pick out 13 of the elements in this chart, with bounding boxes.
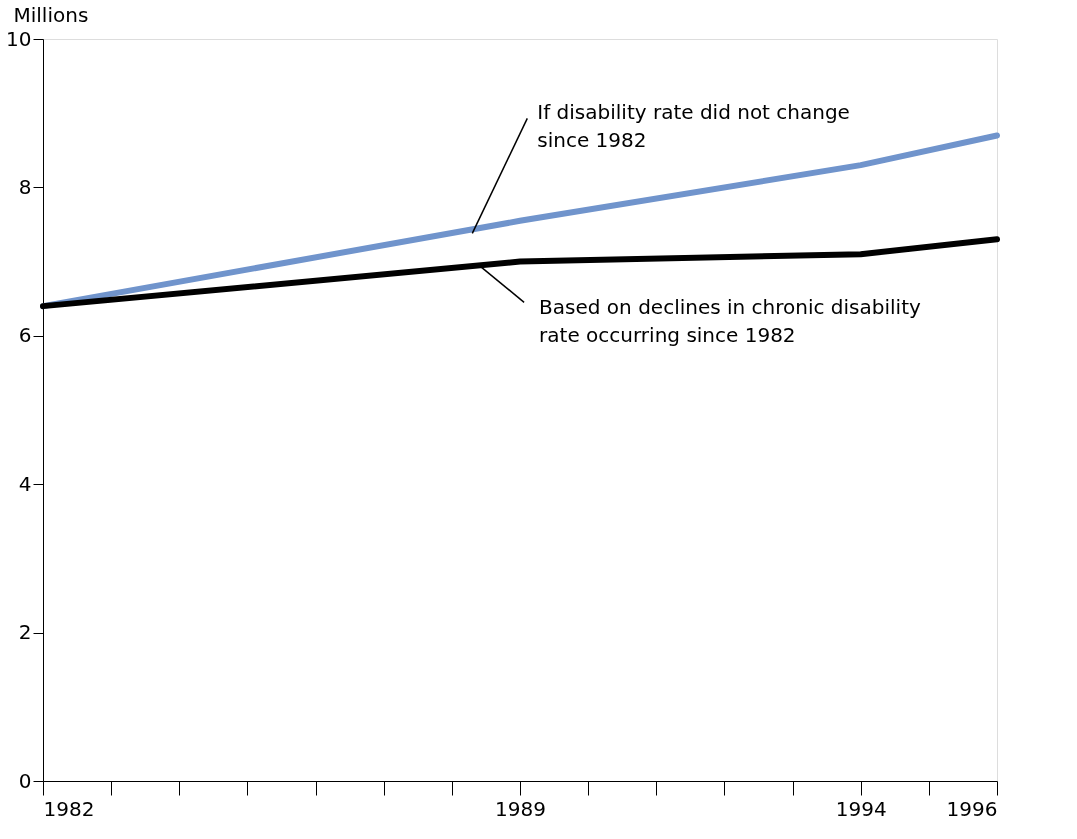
y-tick-label: 4: [18, 471, 32, 496]
y-tick-label: 0: [18, 768, 32, 793]
y-axis-title: Millions: [13, 2, 89, 27]
y-tick-label: 8: [18, 174, 32, 199]
annotation: If disability rate did not change since 1982: [537, 100, 850, 153]
x-tick-label: 1989: [495, 796, 546, 821]
y-tick-label: 2: [18, 620, 32, 645]
x-tick-label: 1982: [43, 796, 95, 821]
y-tick-label: 6: [18, 323, 32, 348]
y-tick-label: 10: [6, 26, 32, 51]
x-tick-label: 1996: [946, 796, 998, 821]
x-tick-label: 1994: [835, 796, 887, 821]
annotation: Based on declines in chronic disability rate occurring since 1982: [539, 295, 922, 348]
